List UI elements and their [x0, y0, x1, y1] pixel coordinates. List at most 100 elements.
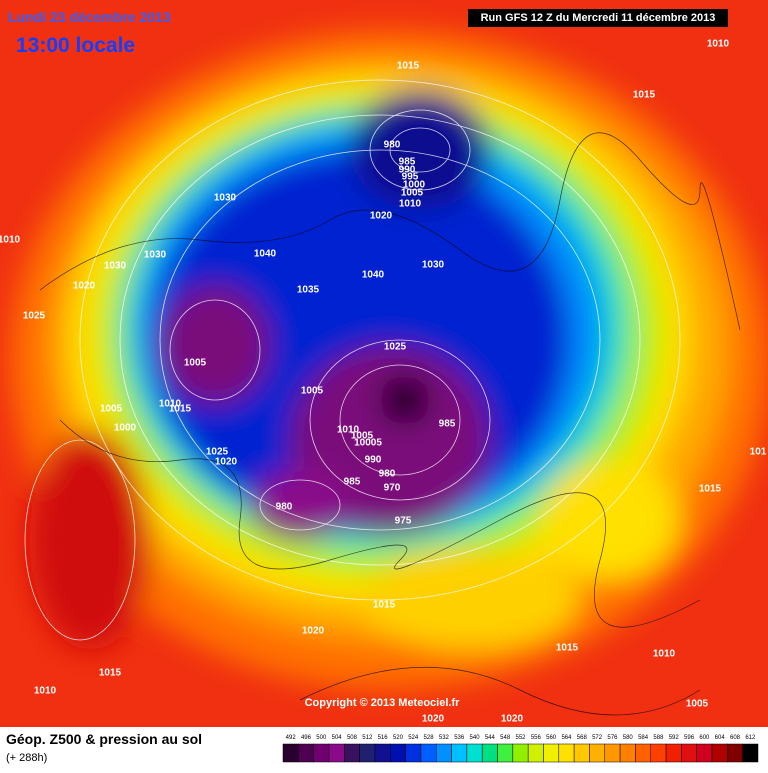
scale-label: 492 — [286, 735, 297, 741]
scale-label: 532 — [439, 735, 450, 741]
scale-label: 600 — [699, 735, 710, 741]
scale-label: 576 — [607, 735, 618, 741]
scale-swatch — [420, 743, 437, 763]
pressure-label: 980 — [276, 502, 293, 513]
map-date: Lundi 23 décembre 2013 — [8, 9, 171, 25]
scale-label: 548 — [500, 735, 511, 741]
scale-swatch — [650, 743, 667, 763]
pressure-label: 1010 — [399, 199, 422, 210]
scale-swatch — [405, 743, 422, 763]
scale-swatch — [604, 743, 621, 763]
scale-label: 608 — [730, 735, 741, 741]
scale-swatch — [497, 743, 514, 763]
scale-label: 544 — [485, 735, 496, 741]
scale-label: 612 — [745, 735, 756, 741]
pressure-label: 1030 — [104, 261, 127, 272]
footer-title: Géop. Z500 & pression au sol — [6, 731, 202, 747]
scale-label: 592 — [669, 735, 680, 741]
pressure-label: 101 — [750, 447, 767, 458]
scale-swatch — [527, 743, 544, 763]
pressure-label: 980 — [379, 469, 396, 480]
pressure-label: 1015 — [633, 90, 656, 101]
scale-swatch — [344, 743, 360, 763]
pressure-label: 1035 — [297, 285, 320, 296]
pressure-label: 1030 — [144, 250, 167, 261]
scale-swatch — [665, 743, 682, 763]
pressure-label: 1020 — [302, 626, 325, 637]
pressure-label: 1015 — [397, 61, 420, 72]
copyright: Copyright © 2013 Meteociel.fr — [305, 697, 461, 709]
pressure-label: 1015 — [169, 404, 192, 415]
scale-swatch — [359, 743, 376, 763]
pressure-label: 1020 — [370, 211, 393, 222]
scale-label: 536 — [454, 735, 465, 741]
scale-label: 524 — [408, 735, 419, 741]
map — [0, 0, 768, 727]
pressure-label: 1010 — [159, 399, 182, 410]
scale-swatch — [451, 743, 468, 763]
pressure-label: 985 — [399, 157, 416, 168]
pressure-label: 1025 — [23, 311, 46, 322]
pressure-label: 1015 — [556, 643, 579, 654]
pressure-label: 1025 — [206, 447, 229, 458]
run-info: Run GFS 12 Z du Mercredi 11 décembre 201… — [481, 12, 716, 24]
scale-swatch — [481, 743, 498, 763]
scale-label: 504 — [332, 735, 343, 741]
footer-subtitle: (+ 288h) — [6, 752, 47, 764]
scale-swatch — [328, 743, 345, 763]
run-box — [468, 9, 728, 27]
scale-label: 496 — [301, 735, 312, 741]
scale-label: 556 — [531, 735, 542, 741]
scale-swatch — [282, 743, 299, 763]
pressure-label: 1000 — [403, 180, 426, 191]
scale-swatch — [390, 743, 406, 763]
pressure-label: 1010 — [653, 649, 676, 660]
pressure-label: 980 — [384, 140, 401, 151]
scale-swatch — [374, 743, 391, 763]
pressure-label: 1030 — [422, 260, 445, 271]
pressure-label: 1040 — [254, 249, 277, 260]
scale-swatch — [466, 743, 483, 763]
pressure-label: 1005 — [401, 188, 424, 199]
pressure-label: 1010 — [34, 686, 57, 697]
pressure-label: 970 — [384, 483, 401, 494]
pressure-label: 985 — [344, 477, 361, 488]
scale-label: 596 — [684, 735, 695, 741]
scale-swatch — [512, 743, 529, 763]
pressure-label: 990 — [399, 165, 416, 176]
scale-label: 500 — [316, 735, 327, 741]
scale-swatch — [589, 743, 606, 763]
scale-swatch — [619, 743, 636, 763]
pressure-label: 1040 — [362, 270, 385, 281]
pressure-label: 1025 — [384, 342, 407, 353]
scale-label: 552 — [515, 735, 526, 741]
scale-swatch — [435, 743, 452, 763]
pressure-label: 1010 — [337, 425, 360, 436]
pressure-label: 1005 — [686, 699, 709, 710]
scale-label: 540 — [470, 735, 481, 741]
pressure-label: 1005 — [184, 358, 207, 369]
scale-swatch — [558, 743, 575, 763]
pressure-label: 995 — [402, 172, 419, 183]
scale-swatch — [696, 743, 713, 763]
pressure-label: 1015 — [373, 600, 396, 611]
pressure-label: 1005 — [301, 386, 324, 397]
pressure-label: 990 — [365, 455, 382, 466]
scale-label: 520 — [393, 735, 404, 741]
scale-label: 588 — [653, 735, 664, 741]
scale-swatch — [727, 743, 743, 763]
pressure-label: 1010 — [0, 235, 21, 246]
scale-swatch — [573, 743, 590, 763]
pressure-label: 10005 — [354, 438, 382, 449]
scale-label: 512 — [362, 735, 373, 741]
pressure-label: 1015 — [99, 668, 122, 679]
pressure-label: 1030 — [214, 193, 237, 204]
scale-label: 560 — [546, 735, 557, 741]
scale-swatch — [635, 743, 651, 763]
scale-swatch — [313, 743, 330, 763]
scale-label: 564 — [561, 735, 572, 741]
pressure-label: 1020 — [73, 281, 96, 292]
pressure-label: 1005 — [100, 404, 123, 415]
pressure-label: 1010 — [707, 39, 730, 50]
